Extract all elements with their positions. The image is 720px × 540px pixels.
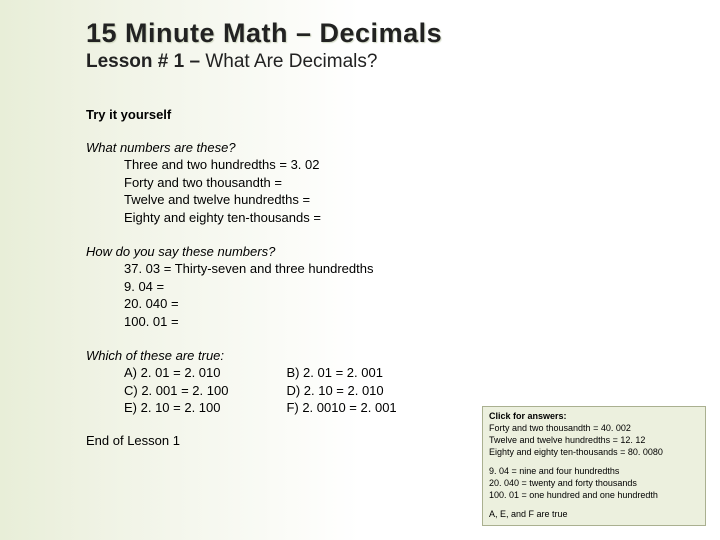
list-item: B) 2. 01 = 2. 001 bbox=[286, 364, 396, 382]
list-item: Three and two hundredths = 3. 02 bbox=[124, 156, 720, 174]
page-subtitle: Lesson # 1 – What Are Decimals? bbox=[86, 51, 720, 73]
list-item: 37. 03 = Thirty-seven and three hundredt… bbox=[124, 260, 720, 278]
answer-line: 100. 01 = one hundred and one hundredth bbox=[489, 490, 699, 502]
answers-header: Click for answers: bbox=[489, 411, 699, 423]
answer-line: A, E, and F are true bbox=[489, 509, 699, 521]
list-item: 20. 040 = bbox=[124, 295, 720, 313]
list-item: A) 2. 01 = 2. 010 bbox=[124, 364, 228, 382]
list-item: Twelve and twelve hundredths = bbox=[124, 191, 720, 209]
answer-line: Eighty and eighty ten-thousands = 80. 00… bbox=[489, 447, 699, 459]
question-3-left-col: A) 2. 01 = 2. 010 C) 2. 001 = 2. 100 E) … bbox=[124, 364, 228, 417]
list-item: Eighty and eighty ten-thousands = bbox=[124, 209, 720, 227]
answer-line: Twelve and twelve hundredths = 12. 12 bbox=[489, 435, 699, 447]
question-1-items: Three and two hundredths = 3. 02 Forty a… bbox=[124, 156, 720, 226]
question-3-right-col: B) 2. 01 = 2. 001 D) 2. 10 = 2. 010 F) 2… bbox=[286, 364, 396, 417]
page-title: 15 Minute Math – Decimals bbox=[86, 18, 720, 49]
answer-line: Forty and two thousandth = 40. 002 bbox=[489, 423, 699, 435]
list-item: Forty and two thousandth = bbox=[124, 174, 720, 192]
subtitle-bold: Lesson # 1 – bbox=[86, 51, 205, 72]
answer-line: 9. 04 = nine and four hundredths bbox=[489, 466, 699, 478]
list-item: 100. 01 = bbox=[124, 313, 720, 331]
answers-box[interactable]: Click for answers: Forty and two thousan… bbox=[482, 406, 706, 527]
question-2-items: 37. 03 = Thirty-seven and three hundredt… bbox=[124, 260, 720, 330]
question-1-prompt: What numbers are these? bbox=[86, 140, 720, 155]
list-item: F) 2. 0010 = 2. 001 bbox=[286, 399, 396, 417]
list-item: C) 2. 001 = 2. 100 bbox=[124, 382, 228, 400]
list-item: 9. 04 = bbox=[124, 278, 720, 296]
subtitle-light: What Are Decimals? bbox=[205, 51, 377, 72]
question-3-prompt: Which of these are true: bbox=[86, 348, 720, 363]
list-item: E) 2. 10 = 2. 100 bbox=[124, 399, 228, 417]
try-it-yourself-label: Try it yourself bbox=[86, 107, 720, 122]
question-2-prompt: How do you say these numbers? bbox=[86, 244, 720, 259]
list-item: D) 2. 10 = 2. 010 bbox=[286, 382, 396, 400]
answer-line: 20. 040 = twenty and forty thousands bbox=[489, 478, 699, 490]
